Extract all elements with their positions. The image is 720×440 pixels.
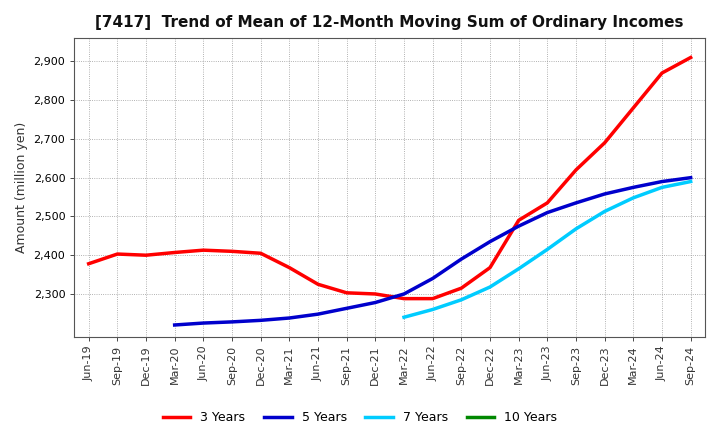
Y-axis label: Amount (million yen): Amount (million yen): [15, 122, 28, 253]
Title: [7417]  Trend of Mean of 12-Month Moving Sum of Ordinary Incomes: [7417] Trend of Mean of 12-Month Moving …: [96, 15, 684, 30]
Legend: 3 Years, 5 Years, 7 Years, 10 Years: 3 Years, 5 Years, 7 Years, 10 Years: [158, 407, 562, 429]
